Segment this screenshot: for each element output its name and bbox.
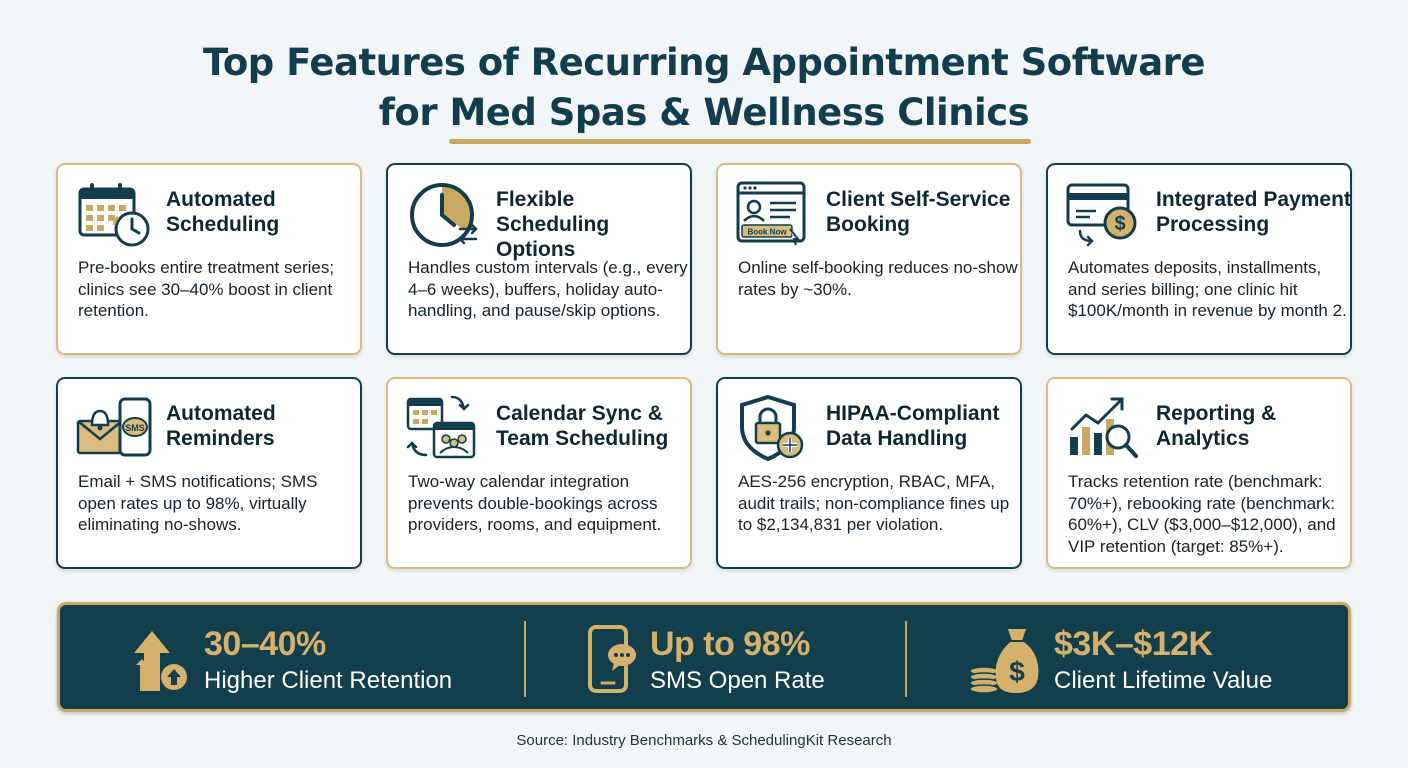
email-sms-icon: SMS bbox=[76, 393, 152, 463]
feature-heading: Automated Reminders bbox=[166, 402, 276, 450]
feature-description: Online self-booking reduces no-show rate… bbox=[738, 258, 1018, 299]
feature-description: Tracks retention rate (benchmark: 70%+),… bbox=[1068, 472, 1336, 556]
money-bag-icon: $ bbox=[968, 625, 1042, 695]
feature-heading: Calendar Sync & Team Scheduling bbox=[496, 402, 669, 450]
feature-card-payment-processing: $ Integrated Payment Processing Automate… bbox=[1046, 163, 1352, 355]
booking-window-icon: Book Now bbox=[736, 179, 812, 249]
source-note: Source: Industry Benchmarks & Scheduling… bbox=[516, 732, 892, 749]
stat-lifetime-value: $ $3K–$12K Client Lifetime Value bbox=[968, 605, 1338, 709]
stat-value: $3K–$12K bbox=[1054, 625, 1213, 663]
chart-magnifier-icon bbox=[1066, 393, 1142, 463]
feature-description: Automates deposits, installments, and se… bbox=[1068, 258, 1347, 320]
svg-text:$: $ bbox=[1114, 213, 1125, 235]
svg-text:$: $ bbox=[1009, 656, 1025, 687]
feature-description: AES-256 encryption, RBAC, MFA, audit tra… bbox=[738, 472, 1010, 534]
feature-heading: Flexible Scheduling Options bbox=[496, 188, 610, 261]
up-arrows-icon bbox=[130, 625, 194, 695]
feature-description: Two-way calendar integration prevents do… bbox=[408, 472, 662, 534]
feature-heading: HIPAA-Compliant Data Handling bbox=[826, 402, 1000, 450]
stat-label: SMS Open Rate bbox=[650, 667, 825, 694]
feature-description: Handles custom intervals (e.g., every 4–… bbox=[408, 258, 688, 320]
feature-card-calendar-sync: Calendar Sync & Team Scheduling Two-way … bbox=[386, 377, 692, 569]
stat-retention: 30–40% Higher Client Retention bbox=[130, 605, 530, 709]
feature-heading: Integrated Payment Processing bbox=[1156, 188, 1351, 236]
feature-description: Email + SMS notifications; SMS open rate… bbox=[78, 472, 318, 534]
feature-card-automated-scheduling: Automated Scheduling Pre-books entire tr… bbox=[56, 163, 362, 355]
feature-description: Pre-books entire treatment series; clini… bbox=[78, 258, 335, 320]
phone-chat-icon bbox=[582, 625, 646, 695]
book-now-label: Book Now bbox=[747, 228, 787, 237]
feature-card-flexible-scheduling: Flexible Scheduling Options Handles cust… bbox=[386, 163, 692, 355]
clock-arrows-icon bbox=[406, 179, 482, 249]
stats-band: 30–40% Higher Client Retention Up to 98%… bbox=[57, 602, 1351, 712]
feature-card-self-service-booking: Book Now Client Self-Service Booking Onl… bbox=[716, 163, 1022, 355]
title-underline bbox=[448, 139, 1032, 144]
feature-card-hipaa-compliance: HIPAA-Compliant Data Handling AES-256 en… bbox=[716, 377, 1022, 569]
stat-label: Higher Client Retention bbox=[204, 667, 453, 694]
feature-heading: Client Self-Service Booking bbox=[826, 188, 1011, 236]
feature-card-reporting-analytics: Reporting & Analytics Tracks retention r… bbox=[1046, 377, 1352, 569]
feature-card-automated-reminders: SMS Automated Reminders Email + SMS noti… bbox=[56, 377, 362, 569]
stat-value: Up to 98% bbox=[650, 625, 810, 663]
calendar-clock-icon bbox=[76, 179, 152, 249]
stat-divider bbox=[905, 621, 907, 697]
shield-lock-icon bbox=[736, 393, 812, 463]
calendar-sync-icon bbox=[406, 393, 482, 463]
feature-heading: Reporting & Analytics bbox=[1156, 402, 1277, 450]
card-payment-icon: $ bbox=[1066, 179, 1142, 249]
title-line-2: for Med Spas & Wellness Clinics bbox=[379, 88, 1032, 144]
stat-value: 30–40% bbox=[204, 625, 326, 663]
stat-sms-open-rate: Up to 98% SMS Open Rate bbox=[582, 605, 902, 709]
stat-divider bbox=[524, 621, 526, 697]
page-title: Top Features of Recurring Appointment So… bbox=[0, 38, 1408, 144]
feature-heading: Automated Scheduling bbox=[166, 188, 280, 236]
sms-badge: SMS bbox=[125, 423, 145, 433]
stat-label: Client Lifetime Value bbox=[1054, 667, 1273, 694]
title-line-1: Top Features of Recurring Appointment So… bbox=[203, 41, 1206, 84]
